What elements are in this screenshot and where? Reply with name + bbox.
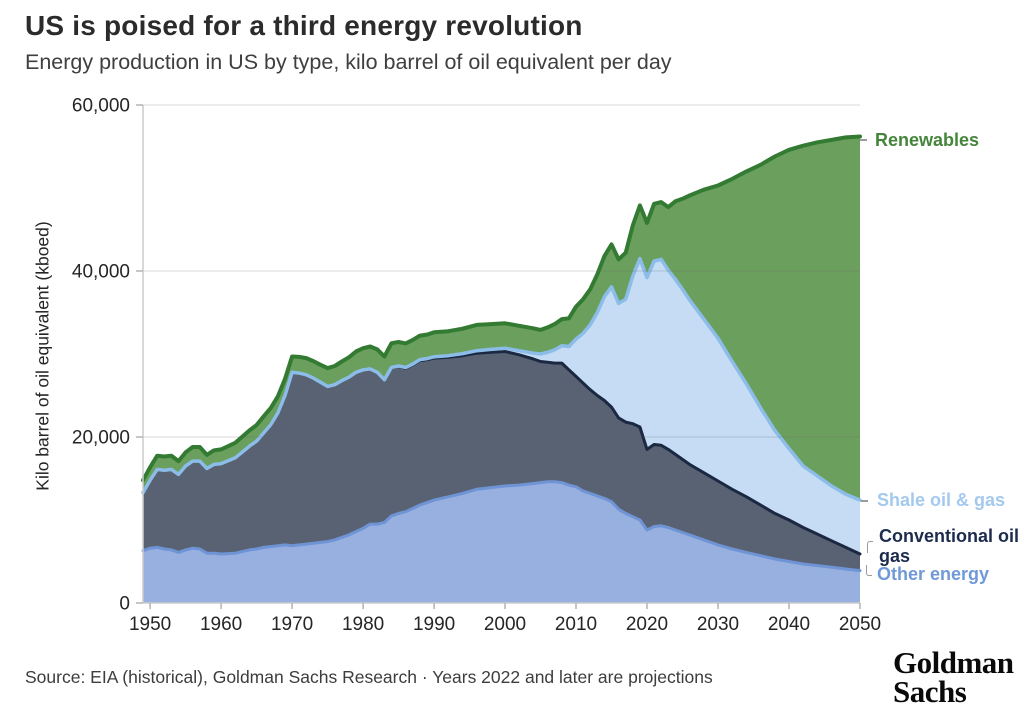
x-tick-label: 2030	[697, 614, 739, 635]
x-tick-label: 1980	[342, 614, 384, 635]
source-note: Source: EIA (historical), Goldman Sachs …	[25, 667, 713, 687]
series-label-other: Other energy	[877, 564, 990, 584]
y-tick-label: 60,000	[72, 96, 130, 117]
series-label-shale: Shale oil & gas	[877, 490, 1006, 510]
other-label-connector	[866, 565, 872, 576]
area-renewables	[143, 136, 860, 501]
area-conventional-oil-gas	[143, 351, 860, 571]
goldman-sachs-logo: Goldman Sachs	[893, 645, 1014, 710]
area-shale-oil-gas	[143, 258, 860, 554]
renewables-label-connector	[860, 139, 867, 141]
line-shale-oil-gas	[141, 256, 862, 502]
series-label-conventional: Conventional oil & gas	[879, 526, 1024, 567]
x-tick-label: 1960	[200, 614, 242, 635]
x-tick-label: 1990	[413, 614, 455, 635]
x-tick-label: 1970	[271, 614, 313, 635]
logo-line-1: Goldman	[893, 645, 1014, 680]
page-title: US is poised for a third energy revoluti…	[25, 10, 583, 41]
y-tick-label: 40,000	[72, 262, 130, 283]
x-tick-label: 2040	[768, 614, 810, 635]
x-tick-label: 2020	[626, 614, 668, 635]
logo-line-2: Sachs	[893, 674, 967, 710]
shale-label-connector	[861, 500, 868, 502]
conventional-label-connector	[867, 541, 873, 553]
line-other-energy	[141, 480, 862, 573]
area-other-energy	[143, 481, 860, 603]
line-renewables	[141, 134, 862, 483]
series-label-renewables: Renewables	[875, 130, 980, 150]
y-tick-label: 20,000	[72, 428, 130, 449]
y-tick-label: 0	[119, 594, 130, 615]
page-subtitle: Energy production in US by type, kilo ba…	[25, 50, 672, 74]
x-tick-label: 2050	[839, 614, 881, 635]
x-tick-label: 2010	[555, 614, 597, 635]
x-tick-label: 2000	[484, 614, 526, 635]
x-tick-label: 1950	[129, 614, 171, 635]
